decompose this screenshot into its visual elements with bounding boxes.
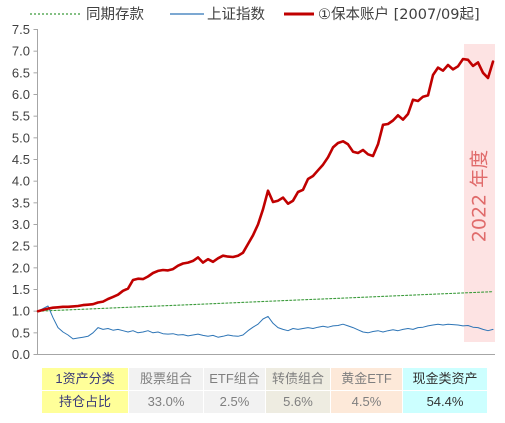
table-value-gold-etf: 4.5% bbox=[331, 391, 402, 413]
table-value-stock-portfolio: 33.0% bbox=[129, 391, 203, 413]
series-lines bbox=[38, 59, 493, 339]
y-tick-label: 0.5 bbox=[12, 325, 30, 340]
table-value-cash-assets: 54.4% bbox=[403, 391, 487, 413]
table-header-stock-portfolio: 股票组合 bbox=[129, 368, 203, 390]
line-chart: 同期存款 上证指数 ①保本账户 [2007/09起] 2022 年度 0.00.… bbox=[0, 0, 505, 362]
y-tick-label: 3.0 bbox=[12, 217, 30, 232]
shanghai-index-line bbox=[38, 306, 493, 339]
y-tick-label: 1.5 bbox=[12, 282, 30, 297]
y-tick-label: 7.5 bbox=[12, 22, 30, 37]
y-tick-label: 2.0 bbox=[12, 260, 30, 275]
table-header-asset-class: 1资产分类 bbox=[42, 368, 128, 390]
y-tick-label: 6.5 bbox=[12, 65, 30, 80]
legend-label-shanghai-index: 上证指数 bbox=[207, 6, 265, 23]
table-header-convertible-bond-portfolio: 转债组合 bbox=[266, 368, 330, 390]
table-row-label-position-share: 持仓占比 bbox=[42, 391, 128, 413]
y-tick-label: 0.0 bbox=[12, 347, 30, 362]
table-header-gold-etf: 黄金ETF bbox=[331, 368, 402, 390]
y-tick-label: 2.5 bbox=[12, 239, 30, 254]
asset-allocation-table: 1资产分类 股票组合 ETF组合 转债组合 黄金ETF 现金类资产 持仓占比 3… bbox=[42, 368, 487, 413]
legend: 同期存款 上证指数 ①保本账户 [2007/09起] bbox=[30, 6, 480, 23]
y-tick-label: 5.0 bbox=[12, 130, 30, 145]
table-header-etf-portfolio: ETF组合 bbox=[204, 368, 265, 390]
y-tick-label: 5.5 bbox=[12, 109, 30, 124]
year-2022-label: 2022 年度 bbox=[469, 150, 491, 242]
deposit-rate-line bbox=[38, 292, 493, 312]
capital-protected-account-line bbox=[38, 59, 493, 311]
table-value-convertible-bond-portfolio: 5.6% bbox=[266, 391, 330, 413]
y-tick-label: 1.0 bbox=[12, 304, 30, 319]
legend-label-capital-protected-account: ①保本账户 [2007/09起] bbox=[318, 6, 480, 23]
legend-label-deposit-rate: 同期存款 bbox=[86, 6, 144, 23]
y-tick-label: 7.0 bbox=[12, 44, 30, 59]
y-tick-label: 3.5 bbox=[12, 195, 30, 210]
y-tick-label: 4.0 bbox=[12, 174, 30, 189]
y-axis-ticks: 0.0 0.5 1.0 1.5 2.0 2.5 3.0 3.5 4.0 4.5 5.0 5.5 6.0 6… bbox=[12, 22, 38, 362]
table-header-cash-assets: 现金类资产 bbox=[403, 368, 487, 390]
y-tick-label: 6.0 bbox=[12, 87, 30, 102]
table-value-etf-portfolio: 2.5% bbox=[204, 391, 265, 413]
y-tick-label: 4.5 bbox=[12, 152, 30, 167]
